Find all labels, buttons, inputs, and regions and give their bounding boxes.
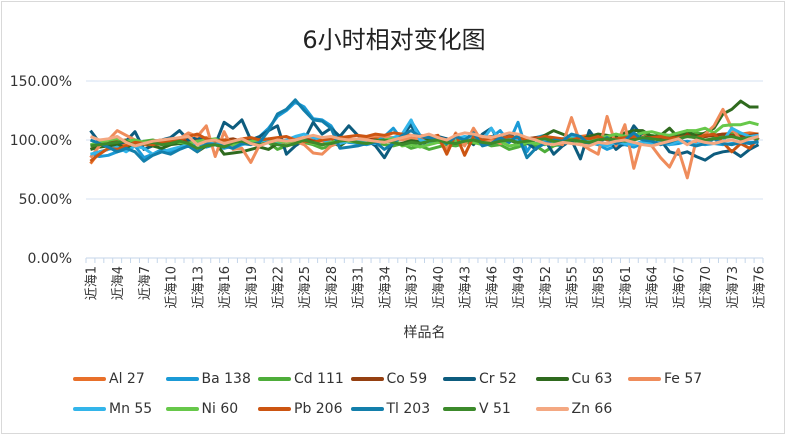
x-tick-label: 近海70 xyxy=(699,266,714,309)
legend-item: Co 59 xyxy=(350,371,428,387)
x-tick-label: 近海73 xyxy=(726,266,741,309)
legend-label: Cu 63 xyxy=(571,371,613,387)
x-tick-label: 近海76 xyxy=(753,266,768,309)
y-tick-label: 100.00% xyxy=(10,133,72,149)
legend-label: Ba 138 xyxy=(201,371,251,387)
chart-title: 6小时相对变化图 xyxy=(302,26,486,54)
legend-label: Co 59 xyxy=(386,371,428,387)
legend-swatch xyxy=(443,377,476,381)
legend-item: Cr 52 xyxy=(443,371,517,387)
legend-item: Cd 111 xyxy=(258,371,344,387)
y-tick-label: 0.00% xyxy=(28,251,72,267)
legend-label: Mn 55 xyxy=(109,401,153,417)
x-tick-label: 近海52 xyxy=(539,266,554,309)
x-tick-label: 近海37 xyxy=(405,266,420,309)
x-tick-label: 近海22 xyxy=(272,266,287,309)
legend-swatch xyxy=(258,377,291,381)
x-tick-label: 近海13 xyxy=(191,266,206,309)
legend-item: Fe 57 xyxy=(628,371,702,387)
legend-item: Al 27 xyxy=(73,371,145,387)
legend-swatch xyxy=(258,407,291,411)
legend-swatch xyxy=(165,377,199,381)
x-tick-label: 近海61 xyxy=(619,266,634,309)
x-tick-label: 近海10 xyxy=(165,266,180,309)
legend-item: Tl 203 xyxy=(350,401,431,417)
legend-swatch xyxy=(350,377,384,381)
legend-swatch xyxy=(535,407,569,411)
x-tick-label: 近海58 xyxy=(592,266,607,309)
x-tick-label: 近海7 xyxy=(138,266,153,300)
legend-swatch xyxy=(73,377,106,381)
legend-item: Mn 55 xyxy=(73,401,152,417)
legend-swatch xyxy=(165,407,199,411)
series-line-ba-138 xyxy=(90,100,759,160)
legend-swatch xyxy=(350,407,384,411)
x-tick-label: 近海49 xyxy=(512,266,527,309)
x-tick-label: 近海31 xyxy=(352,266,367,309)
legend-swatch xyxy=(535,377,569,381)
x-tick-label: 近海28 xyxy=(325,266,340,309)
legend-item: Cu 63 xyxy=(535,371,613,387)
x-tick-label: 近海19 xyxy=(245,266,260,309)
series-line-zn-66 xyxy=(89,131,759,148)
legend-item: Ba 138 xyxy=(165,371,251,387)
legend-item: Ni 60 xyxy=(165,401,239,417)
x-tick-label: 近海67 xyxy=(672,266,687,309)
x-tick-label: 近海34 xyxy=(378,266,393,309)
x-tick-label: 近海4 xyxy=(111,266,126,300)
x-tick-label: 近海46 xyxy=(485,266,500,309)
legend-item: Pb 206 xyxy=(258,401,343,417)
x-tick-label: 近海16 xyxy=(218,266,233,309)
legend-swatch xyxy=(443,407,476,411)
legend-item: V 51 xyxy=(443,401,511,417)
x-tick-label: 近海25 xyxy=(298,266,313,309)
legend-swatch xyxy=(628,377,661,381)
x-axis-title: 样品名 xyxy=(404,325,446,341)
x-tick-label: 近海1 xyxy=(84,266,99,300)
legend-label: Pb 206 xyxy=(294,401,343,417)
y-tick-label: 50.00% xyxy=(19,192,72,208)
x-tick-label: 近海64 xyxy=(646,266,661,309)
legend-label: Ni 60 xyxy=(201,401,239,417)
series-line-v-51 xyxy=(90,135,759,150)
x-tick-label: 近海55 xyxy=(565,266,580,309)
legend-label: Cd 111 xyxy=(294,371,344,387)
x-tick-label: 近海43 xyxy=(459,266,474,309)
legend-label: Fe 57 xyxy=(664,371,703,387)
legend-swatch xyxy=(73,407,106,411)
legend-label: Cr 52 xyxy=(479,371,517,387)
legend-label: Tl 203 xyxy=(386,401,431,417)
series-line-tl-203 xyxy=(89,98,759,163)
legend-label: Al 27 xyxy=(109,371,145,387)
series-line-ni-60 xyxy=(90,120,759,149)
legend-label: Zn 66 xyxy=(571,401,613,417)
legend-item: Zn 66 xyxy=(535,401,613,417)
y-tick-label: 150.00% xyxy=(10,74,72,90)
x-tick-label: 近海40 xyxy=(432,266,447,309)
legend-label: V 51 xyxy=(479,401,511,417)
